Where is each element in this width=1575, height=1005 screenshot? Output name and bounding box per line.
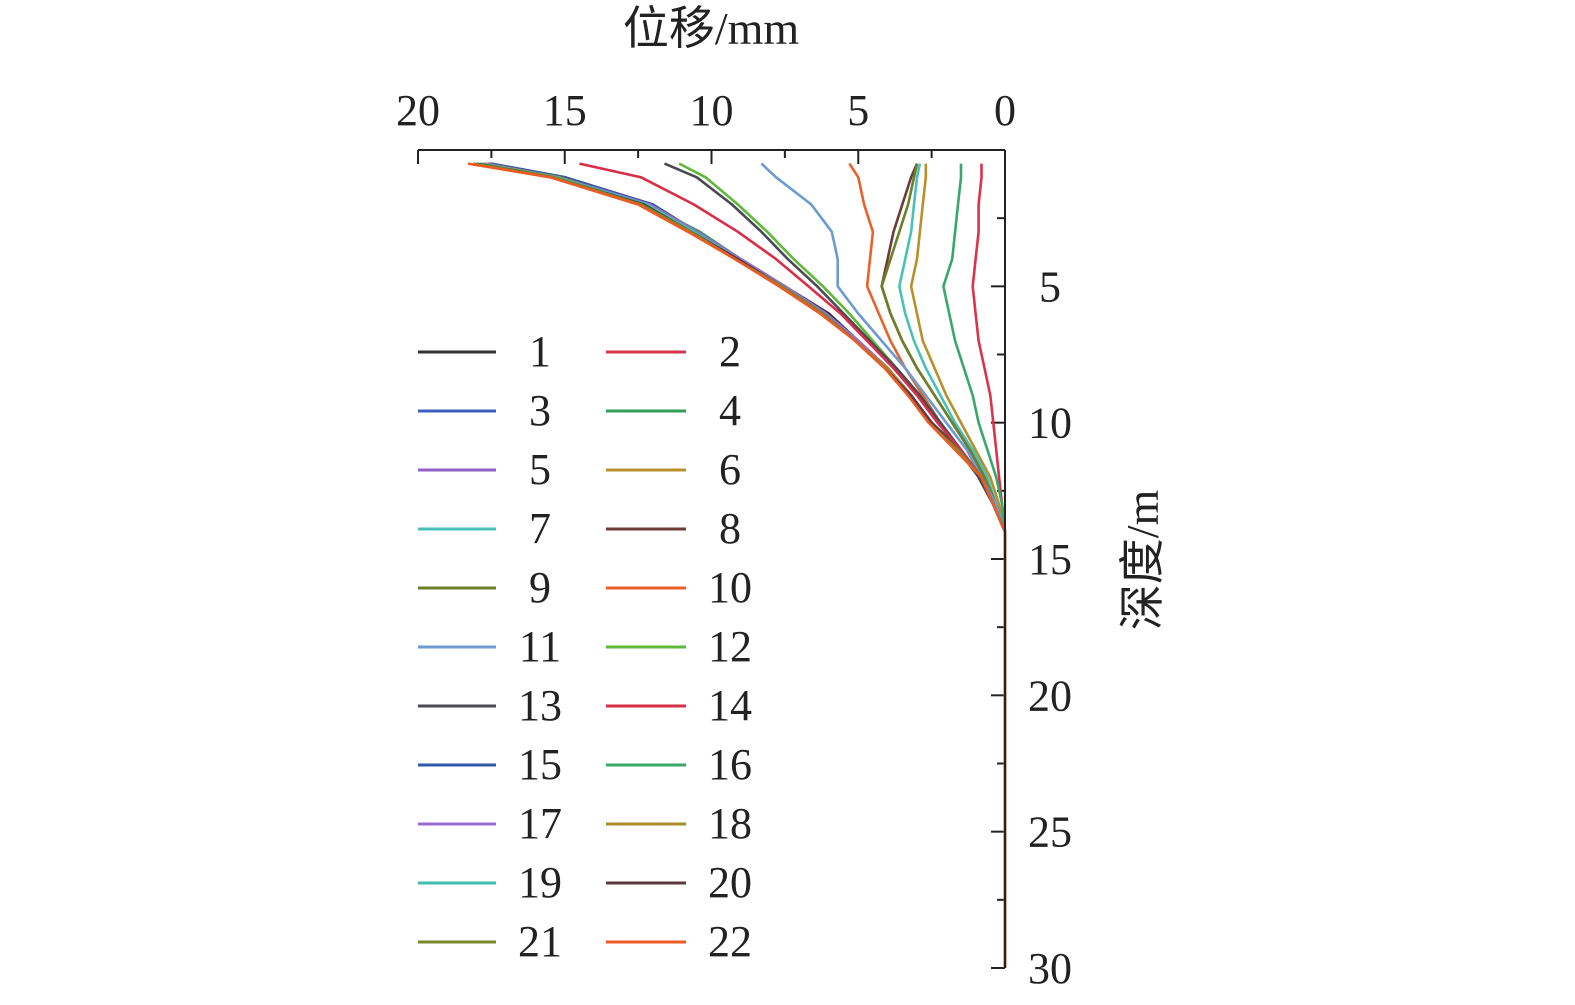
legend-label: 10 [708,563,752,612]
legend-label: 15 [518,740,562,789]
x-axis-title: 位移/mm [623,3,800,54]
legend-label: 16 [708,740,752,789]
legend-label: 7 [529,504,551,553]
y-axis-ticks: 5 10 15 20 25 30 [991,217,1072,993]
legend-label: 13 [518,681,562,730]
legend-label: 21 [518,917,562,966]
legend-label: 9 [529,563,551,612]
x-tick-label: 10 [690,86,734,135]
x-tick-label: 0 [994,86,1016,135]
legend-label: 18 [708,799,752,848]
legend-label: 12 [708,622,752,671]
legend-label: 20 [708,858,752,907]
legend-label: 11 [519,622,561,671]
series-line-2 [971,163,1007,968]
series-line-7 [897,163,1007,968]
y-tick-label: 10 [1028,399,1072,448]
legend-label: 3 [529,386,551,435]
x-axis-ticks: 20 15 10 5 0 [396,86,1016,164]
y-tick-label: 5 [1039,262,1061,311]
legend-label: 22 [708,917,752,966]
legend-label: 14 [708,681,752,730]
series-line-10 [848,162,1007,968]
legend-label: 8 [719,504,741,553]
y-tick-label: 20 [1028,671,1072,720]
x-tick-label: 15 [543,86,587,135]
x-tick-label: 20 [396,86,440,135]
x-tick-label: 5 [847,86,869,135]
legend-label: 19 [518,858,562,907]
series-line-14 [579,162,1007,968]
legend-label: 1 [529,327,551,376]
y-axis-title: 深度/m [1117,490,1168,631]
y-tick-label: 25 [1028,808,1072,857]
legend-label: 5 [529,445,551,494]
y-tick-label: 30 [1028,944,1072,993]
legend-label: 4 [719,386,741,435]
legend-label: 17 [518,799,562,848]
legend-label: 6 [719,445,741,494]
series-line-6 [909,163,1007,968]
y-tick-label: 15 [1028,535,1072,584]
legend-label: 2 [719,327,741,376]
